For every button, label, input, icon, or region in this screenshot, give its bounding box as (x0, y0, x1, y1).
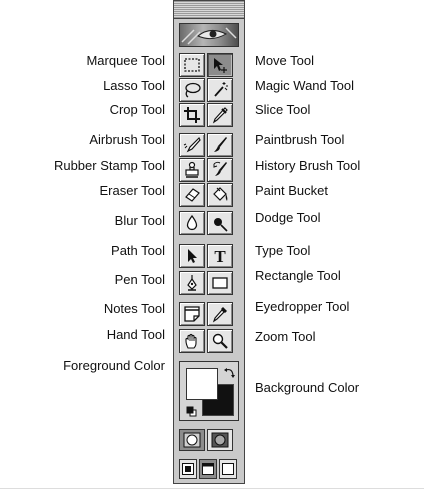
eyedropper-icon (212, 307, 227, 323)
hand-tool-button[interactable] (179, 329, 205, 353)
notes-tool-button[interactable] (179, 302, 205, 326)
history-brush-tool-button[interactable] (207, 158, 233, 182)
full-screen-menu-icon (202, 463, 214, 475)
rectangle-icon (212, 277, 228, 289)
full-screen-menu-mode-button[interactable] (199, 459, 217, 479)
slice-icon (212, 107, 228, 124)
color-well (179, 361, 239, 421)
label-marquee-tool: Marquee Tool (86, 53, 165, 68)
airbrush-tool-button[interactable] (179, 133, 205, 157)
palette-title-bar[interactable] (174, 1, 244, 19)
marquee-icon (184, 58, 200, 72)
quick-mask-icon (211, 432, 229, 448)
label-pen-tool: Pen Tool (114, 272, 165, 287)
pen-tool-button[interactable] (179, 271, 205, 295)
path-select-icon (188, 249, 197, 263)
toolbox-palette: T (173, 0, 245, 484)
dodge-icon (214, 218, 228, 232)
label-history-brush-tool: History Brush Tool (255, 158, 361, 173)
label-crop-tool: Crop Tool (109, 102, 165, 117)
divider (0, 488, 424, 489)
lasso-tool-button[interactable] (179, 78, 205, 102)
marquee-tool-button[interactable] (179, 53, 205, 77)
lasso-icon (185, 82, 201, 98)
move-tool-button[interactable] (207, 53, 233, 77)
swap-colors-icon[interactable] (224, 366, 236, 378)
label-magic-wand-tool: Magic Wand Tool (255, 78, 354, 93)
standard-mode-icon (183, 432, 201, 448)
rubber-stamp-tool-button[interactable] (179, 158, 205, 182)
zoom-icon (212, 333, 228, 349)
label-eraser-tool: Eraser Tool (99, 183, 165, 198)
type-tool-button[interactable]: T (207, 244, 233, 268)
pen-icon (187, 275, 197, 291)
crop-tool-button[interactable] (179, 103, 205, 127)
label-paint-bucket: Paint Bucket (255, 183, 328, 198)
magic-wand-tool-button[interactable] (207, 78, 233, 102)
eraser-icon (185, 188, 200, 202)
paintbrush-icon (214, 137, 227, 152)
paint-bucket-icon (213, 187, 228, 201)
eyedropper-tool-button[interactable] (207, 302, 233, 326)
airbrush-icon (183, 136, 201, 153)
label-path-tool: Path Tool (111, 243, 165, 258)
standard-screen-mode-button[interactable] (179, 459, 197, 479)
label-hand-tool: Hand Tool (106, 327, 165, 342)
label-blur-tool: Blur Tool (114, 213, 165, 228)
zoom-tool-button[interactable] (207, 329, 233, 353)
label-lasso-tool: Lasso Tool (103, 78, 165, 93)
label-eyedropper-tool: Eyedropper Tool (255, 299, 350, 314)
label-airbrush-tool: Airbrush Tool (89, 132, 165, 147)
blur-tool-button[interactable] (179, 211, 205, 235)
crop-icon (184, 107, 200, 123)
label-type-tool: Type Tool (255, 243, 311, 258)
type-icon: T (214, 246, 226, 266)
label-paintbrush-tool: Paintbrush Tool (255, 132, 345, 147)
dodge-tool-button[interactable] (207, 211, 233, 235)
label-background-color: Background Color (255, 380, 360, 395)
label-slice-tool: Slice Tool (255, 102, 311, 117)
foreground-color-swatch[interactable] (186, 368, 218, 400)
notes-icon (184, 306, 200, 322)
label-move-tool: Move Tool (255, 53, 315, 68)
eraser-tool-button[interactable] (179, 183, 205, 207)
full-screen-mode-button[interactable] (219, 459, 237, 479)
blur-icon (186, 214, 198, 231)
paint-bucket-tool-button[interactable] (207, 183, 233, 207)
standard-screen-icon (182, 463, 194, 475)
path-select-tool-button[interactable] (179, 244, 205, 268)
slice-tool-button[interactable] (207, 103, 233, 127)
magic-wand-icon (214, 82, 228, 97)
label-dodge-tool: Dodge Tool (255, 210, 321, 225)
label-foreground-color: Foreground Color (63, 358, 165, 373)
rubber-stamp-icon (185, 161, 199, 178)
eye-logo-icon[interactable] (179, 23, 239, 47)
label-zoom-tool: Zoom Tool (255, 329, 316, 344)
default-colors-icon[interactable] (186, 406, 197, 417)
hand-icon (185, 333, 197, 349)
history-brush-icon (213, 161, 227, 176)
label-rectangle-tool: Rectangle Tool (255, 268, 341, 283)
label-notes-tool: Notes Tool (103, 301, 165, 316)
standard-mode-button[interactable] (179, 429, 205, 451)
move-icon (214, 58, 227, 73)
full-screen-icon (222, 463, 234, 475)
label-rubber-stamp-tool: Rubber Stamp Tool (53, 158, 165, 173)
paintbrush-tool-button[interactable] (207, 133, 233, 157)
rectangle-tool-button[interactable] (207, 271, 233, 295)
quick-mask-mode-button[interactable] (207, 429, 233, 451)
